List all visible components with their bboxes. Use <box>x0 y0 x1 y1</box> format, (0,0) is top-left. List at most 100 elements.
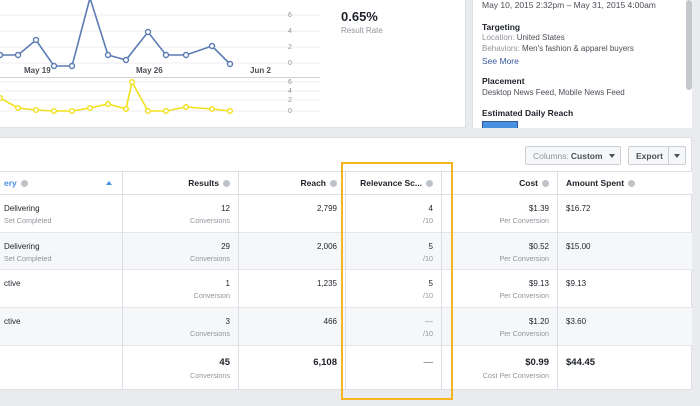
table-row[interactable]: ctive 3 Conversions 466 — /10 $1.20 Per … <box>0 308 692 346</box>
cost-value: $1.39 <box>528 204 549 213</box>
y-tick-2: 2 <box>288 44 292 51</box>
placement-value: Desktop News Feed, Mobile News Feed <box>482 88 625 97</box>
column-divider <box>345 171 346 390</box>
column-header-amount-spent[interactable]: Amount Spent <box>566 172 686 194</box>
amount-spent-cell: $3.60 <box>566 317 587 326</box>
total-amount-cell: $44.45 <box>566 357 595 368</box>
y-tick-6: 6 <box>288 12 292 19</box>
cost-cell: $0.52 Per Conversion <box>441 242 549 263</box>
relevance-value: 5 <box>428 242 433 251</box>
cost-value: $1.20 <box>528 317 549 326</box>
results-cell: 12 Conversions <box>122 204 230 225</box>
see-more-link[interactable]: See More <box>482 56 519 66</box>
relevance-value: 5 <box>428 279 433 288</box>
column-header-delivery[interactable]: ery <box>4 172 120 194</box>
column-divider <box>557 171 558 390</box>
delivery-status: Delivering <box>4 204 40 213</box>
page-footer-strip <box>0 391 700 406</box>
y-tick-0: 0 <box>288 60 292 67</box>
result-rate-metric: 0.65% Result Rate <box>341 9 383 35</box>
total-reach-cell: 6,108 <box>238 357 337 368</box>
total-relevance-value: — <box>423 357 434 368</box>
result-rate-value: 0.65% <box>341 9 378 24</box>
info-icon[interactable] <box>628 179 636 187</box>
panel-gap <box>466 0 472 128</box>
cost-unit: Per Conversion <box>499 254 549 263</box>
columns-prefix: Columns: <box>533 150 569 161</box>
amount-header-label: Amount Spent <box>566 178 625 188</box>
relevance-scale: /10 <box>423 291 433 300</box>
table-row[interactable]: ctive 1 Conversion 1,235 5 /10 $9.13 Per… <box>0 270 692 308</box>
reach-header-label: Reach <box>300 178 326 188</box>
results-cell: 3 Conversions <box>122 317 230 338</box>
delivery-cell: Delivering Set Completed <box>4 242 52 263</box>
cost-unit: Per Conversion <box>499 291 549 300</box>
estimated-reach-title: Estimated Daily Reach <box>482 108 574 118</box>
y-tick-4: 4 <box>288 28 292 35</box>
estimated-reach-bar <box>482 121 518 128</box>
delivery-status: ctive <box>4 279 21 288</box>
cost-value: $9.13 <box>528 279 549 288</box>
column-header-reach[interactable]: Reach <box>238 172 345 194</box>
sort-ascending-icon[interactable] <box>106 181 112 185</box>
info-icon[interactable] <box>542 179 549 187</box>
relevance-value: 4 <box>428 204 433 213</box>
total-results-cell: 45 Conversions <box>122 357 230 380</box>
location-key: Location: <box>482 33 515 42</box>
info-icon[interactable] <box>223 179 230 187</box>
ad-set-info-panel: May 10, 2015 2:32pm – May 31, 2015 4:00a… <box>472 0 692 128</box>
relevance-cell: 4 /10 <box>345 204 433 225</box>
delivery-header-label: ery <box>4 178 17 188</box>
delivery-substatus: Set Completed <box>4 216 52 225</box>
column-divider <box>441 171 442 390</box>
schedule-date-range: May 10, 2015 2:32pm – May 31, 2015 4:00a… <box>482 0 656 10</box>
cost-cell: $1.39 Per Conversion <box>441 204 549 225</box>
reach-cell: 1,235 <box>316 279 337 288</box>
total-cost-value: $0.99 <box>525 357 549 368</box>
column-header-cost[interactable]: Cost <box>441 172 557 194</box>
behaviors-value: Men's fashion & apparel buyers <box>522 44 634 53</box>
export-options-button[interactable] <box>668 146 686 165</box>
cost-cell: $9.13 Per Conversion <box>441 279 549 300</box>
side-panel-scrollbar[interactable] <box>686 0 692 90</box>
columns-dropdown-button[interactable]: Columns: Custom <box>525 146 621 165</box>
info-icon[interactable] <box>330 179 337 187</box>
export-button[interactable]: Export <box>628 146 669 165</box>
chart-divider <box>0 77 320 78</box>
info-icon[interactable] <box>20 179 28 187</box>
relevance-scale: /10 <box>423 216 433 225</box>
location-value: United States <box>516 33 565 42</box>
column-header-relevance[interactable]: Relevance Sc... <box>345 172 441 194</box>
y2-tick-4: 4 <box>288 88 292 95</box>
ads-table-panel: Columns: Custom Export ery Results Reach… <box>0 137 692 390</box>
y2-tick-2: 2 <box>288 97 292 104</box>
column-header-results[interactable]: Results <box>122 172 238 194</box>
y2-tick-0: 0 <box>288 108 292 115</box>
totals-row: 45 Conversions 6,108 — $0.99 Cost Per Co… <box>0 346 692 390</box>
amount-spent-cell: $16.72 <box>566 204 591 213</box>
total-cost-unit: Cost Per Conversion <box>482 371 549 380</box>
cost-value: $0.52 <box>528 242 549 251</box>
delivery-status: ctive <box>4 317 21 326</box>
reach-cell: 2,799 <box>316 204 337 213</box>
results-value: 12 <box>221 204 230 213</box>
x-label-may26: May 26 <box>136 66 163 75</box>
reach-cell: 466 <box>323 317 337 326</box>
table-row[interactable]: Delivering Set Completed 29 Conversions … <box>0 233 692 270</box>
table-header: ery Results Reach Relevance Sc... Cost A… <box>0 171 692 195</box>
targeting-behaviors: Behaviors: Men's fashion & apparel buyer… <box>482 44 634 53</box>
secondary-line-chart: 6 4 2 0 <box>0 79 320 115</box>
chevron-down-icon <box>674 153 680 158</box>
total-results-unit: Conversions <box>190 371 230 380</box>
y2-tick-6: 6 <box>288 79 292 86</box>
placement-title: Placement <box>482 76 525 86</box>
performance-charts-panel: 6 4 2 0 May 19 May 26 Jun 2 6 4 2 0 <box>0 0 466 128</box>
delivery-substatus: Set Completed <box>4 254 52 263</box>
behaviors-key: Behaviors: <box>482 44 520 53</box>
table-row[interactable]: Delivering Set Completed 12 Conversions … <box>0 195 692 233</box>
x-label-jun2: Jun 2 <box>250 66 271 75</box>
info-icon[interactable] <box>426 179 433 187</box>
total-results-value: 45 <box>219 357 230 368</box>
relevance-cell: 5 /10 <box>345 242 433 263</box>
results-unit: Conversions <box>190 216 230 225</box>
